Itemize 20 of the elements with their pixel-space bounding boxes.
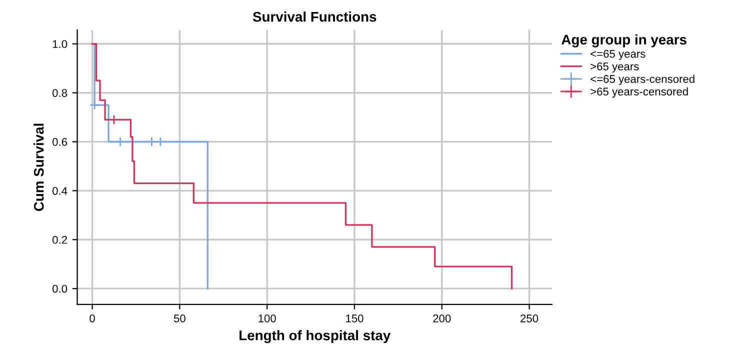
legend-label: >65 years xyxy=(590,62,639,73)
legend-label: >65 years-censored xyxy=(590,87,688,98)
y-axis-title: Cum Survival xyxy=(34,124,44,212)
legend-label: <=65 years-censored xyxy=(590,74,694,86)
y-tick-label: 0.6 xyxy=(52,138,68,146)
x-axis-title: Length of hospital stay xyxy=(240,330,391,344)
y-tick-label: 0.4 xyxy=(52,186,68,195)
y-tick-label: 1.0 xyxy=(52,40,68,48)
legend-title: Age group in years xyxy=(562,34,686,48)
x-tick-label: 200 xyxy=(433,314,451,322)
y-tick-label: 0.8 xyxy=(52,89,68,97)
x-tick-label: 250 xyxy=(520,314,538,322)
y-tick-label: 0.0 xyxy=(52,284,68,293)
chart-title: Survival Functions xyxy=(252,12,376,22)
x-tick-label: 50 xyxy=(174,314,186,322)
legend-label: <=65 years xyxy=(590,50,646,60)
y-tick-label: 0.2 xyxy=(52,236,67,244)
x-tick-label: 0 xyxy=(90,314,95,322)
x-tick-label: 100 xyxy=(258,314,276,322)
x-tick-label: 150 xyxy=(346,314,364,322)
